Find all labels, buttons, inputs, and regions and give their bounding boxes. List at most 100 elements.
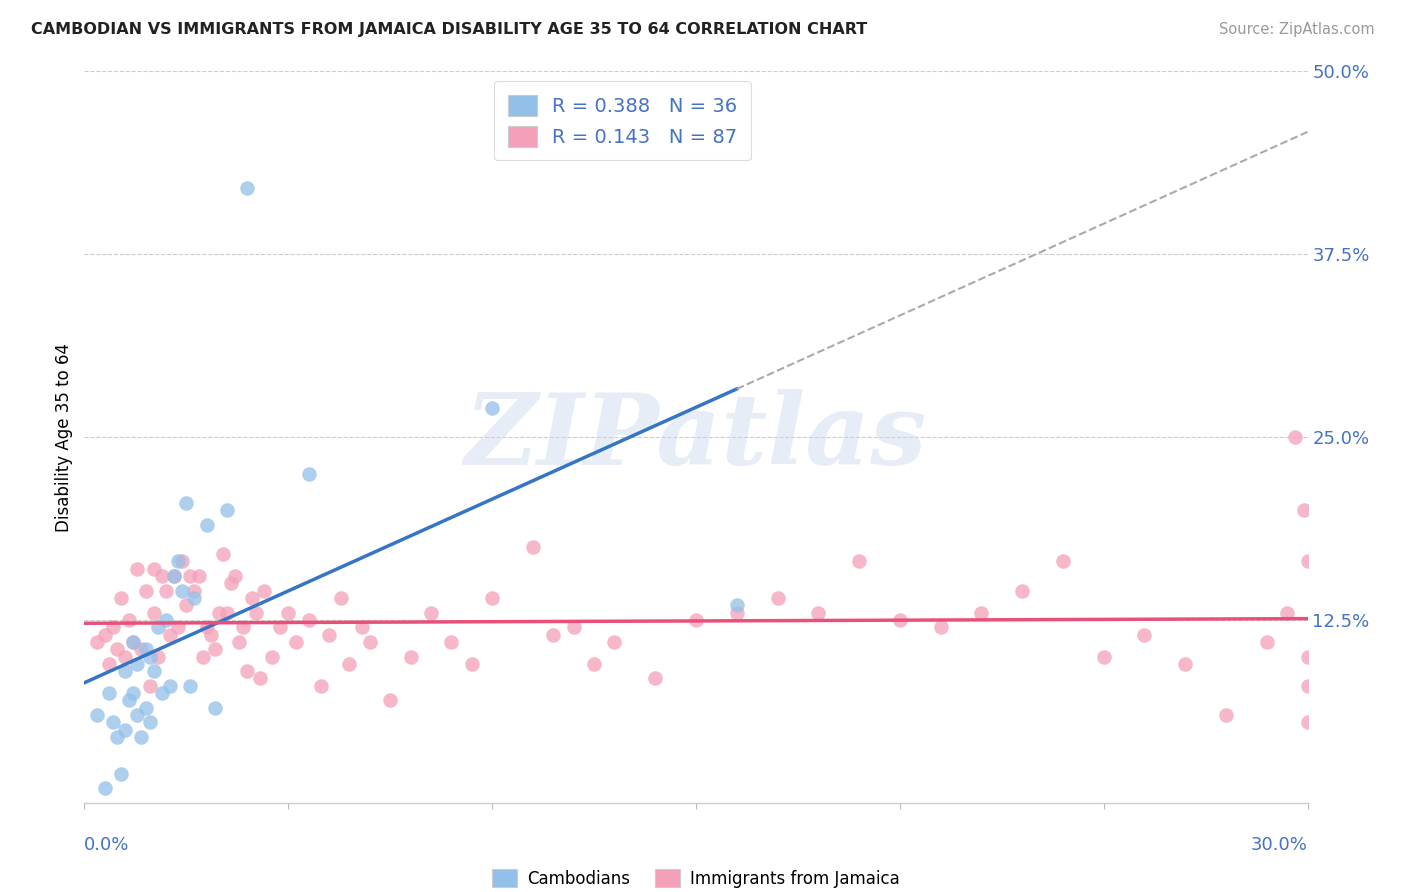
Point	[127, 657, 149, 671]
Point	[245, 606, 267, 620]
Point	[93, 627, 115, 641]
Point	[603, 635, 626, 649]
Point	[889, 613, 911, 627]
Point	[318, 627, 340, 641]
Point	[277, 606, 299, 620]
Point	[155, 583, 177, 598]
Point	[725, 606, 748, 620]
Point	[97, 657, 120, 671]
Point	[150, 569, 173, 583]
Point	[359, 635, 381, 649]
Point	[110, 591, 132, 605]
Point	[179, 679, 201, 693]
Point	[481, 401, 503, 415]
Point	[142, 664, 165, 678]
Point	[929, 620, 952, 634]
Point	[183, 591, 205, 605]
Point	[1296, 715, 1319, 730]
Point	[114, 649, 136, 664]
Point	[766, 591, 789, 605]
Point	[232, 620, 254, 634]
Point	[172, 583, 194, 598]
Point	[122, 635, 145, 649]
Point	[848, 554, 870, 568]
Point	[380, 693, 402, 707]
Point	[217, 606, 239, 620]
Point	[146, 620, 169, 634]
Point	[298, 613, 321, 627]
Point	[1256, 635, 1278, 649]
Point	[399, 649, 422, 664]
Point	[583, 657, 606, 671]
Point	[167, 620, 190, 634]
Point	[1174, 657, 1197, 671]
Point	[110, 766, 132, 780]
Point	[138, 679, 160, 693]
Point	[122, 635, 145, 649]
Point	[1296, 679, 1319, 693]
Point	[725, 599, 748, 613]
Point	[330, 591, 353, 605]
Point	[1092, 649, 1115, 664]
Point	[127, 562, 149, 576]
Text: ZIPatlas: ZIPatlas	[465, 389, 927, 485]
Point	[543, 627, 565, 641]
Point	[179, 569, 201, 583]
Point	[105, 730, 128, 744]
Point	[195, 620, 218, 634]
Point	[1215, 708, 1237, 723]
Point	[183, 583, 205, 598]
Point	[150, 686, 173, 700]
Point	[204, 700, 226, 714]
Point	[191, 649, 214, 664]
Point	[114, 664, 136, 678]
Point	[195, 517, 218, 532]
Point	[285, 635, 308, 649]
Point	[269, 620, 291, 634]
Point	[101, 620, 124, 634]
Point	[1296, 554, 1319, 568]
Legend: Cambodians, Immigrants from Jamaica: Cambodians, Immigrants from Jamaica	[485, 863, 907, 892]
Point	[159, 627, 181, 641]
Point	[204, 642, 226, 657]
Point	[970, 606, 993, 620]
Point	[339, 657, 361, 671]
Point	[86, 708, 108, 723]
Point	[522, 540, 544, 554]
Point	[240, 591, 263, 605]
Point	[644, 672, 666, 686]
Point	[122, 686, 145, 700]
Point	[135, 642, 157, 657]
Point	[1011, 583, 1033, 598]
Point	[167, 554, 190, 568]
Point	[562, 620, 585, 634]
Point	[1052, 554, 1074, 568]
Point	[249, 672, 271, 686]
Point	[163, 569, 186, 583]
Point	[219, 576, 242, 591]
Text: 30.0%: 30.0%	[1251, 836, 1308, 854]
Point	[118, 613, 141, 627]
Point	[461, 657, 484, 671]
Point	[135, 583, 157, 598]
Point	[174, 599, 197, 613]
Point	[138, 715, 160, 730]
Point	[807, 606, 830, 620]
Point	[1133, 627, 1156, 641]
Point	[101, 715, 124, 730]
Point	[172, 554, 194, 568]
Text: CAMBODIAN VS IMMIGRANTS FROM JAMAICA DISABILITY AGE 35 TO 64 CORRELATION CHART: CAMBODIAN VS IMMIGRANTS FROM JAMAICA DIS…	[31, 22, 868, 37]
Point	[481, 591, 503, 605]
Point	[127, 708, 149, 723]
Point	[236, 664, 259, 678]
Point	[1292, 503, 1315, 517]
Text: 0.0%: 0.0%	[84, 836, 129, 854]
Point	[105, 642, 128, 657]
Point	[309, 679, 332, 693]
Point	[131, 642, 153, 657]
Point	[142, 606, 165, 620]
Point	[236, 181, 259, 195]
Point	[114, 723, 136, 737]
Point	[440, 635, 463, 649]
Y-axis label: Disability Age 35 to 64: Disability Age 35 to 64	[55, 343, 73, 532]
